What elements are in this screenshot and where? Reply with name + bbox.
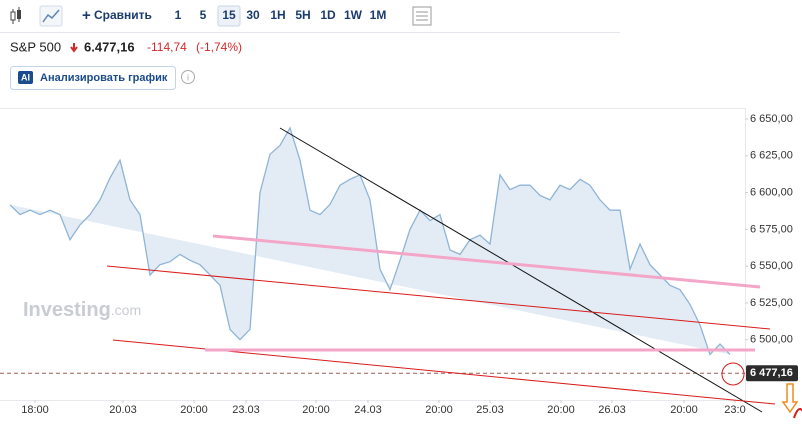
x-tick-label: 23:0 [724,404,745,416]
x-tick-label: 23.03 [232,404,260,416]
watermark: Investing.com [23,299,141,321]
x-tick-label: 20:00 [670,404,698,416]
circle-drawing[interactable] [793,408,802,419]
y-tick-label: 6 525,00 [750,297,793,309]
interval-button[interactable]: 5 [200,8,207,22]
trend-line[interactable] [279,127,763,413]
drawings [106,127,802,419]
info-icon[interactable]: i [181,70,195,84]
y-tick-label: 6 650,00 [750,113,793,125]
last-price-label: 6 477,16 [750,367,793,379]
interval-button[interactable]: 15 [222,8,236,22]
arrow-drawing[interactable] [781,383,799,414]
trend-line[interactable] [212,234,761,289]
interval-button[interactable]: 1W [344,8,363,22]
area-fill [10,127,730,355]
down-arrow [70,43,78,53]
x-tick-label: 20:00 [302,404,330,416]
table-button[interactable] [412,6,432,26]
plus-icon: + [82,7,91,24]
instrument-name: S&P 500 [10,39,61,54]
x-tick-label: 20:00 [425,404,453,416]
interval-button[interactable]: 1D [320,8,336,22]
ai-badge: AI [21,72,30,82]
candles-button[interactable] [10,7,21,24]
watermark-brand: Investing [23,299,111,321]
y-tick-label: 6 625,00 [750,150,793,162]
watermark-suffix: .com [111,302,141,318]
x-tick-label: 20:00 [180,404,208,416]
interval-button[interactable]: 30 [246,8,260,22]
selected-interval-bg [217,5,241,27]
x-tick-label: 18:00 [21,404,49,416]
y-tick-label: 6 575,00 [750,223,793,235]
toolbar: + Сравнить 1 5 15 30 1H 5H 1D 1W 1M [0,5,620,33]
ai-label: Анализировать график [40,72,168,84]
ai-button[interactable]: AI Анализировать график [10,66,176,90]
trend-line[interactable] [106,265,771,330]
y-tick-label: 6 500,00 [750,334,793,346]
plot-area: Investing.com 6 650,00 6 625,00 6 600,00 6 5… [0,113,798,416]
area-button[interactable] [39,5,63,27]
interval-button[interactable]: 1H [270,8,285,22]
svg-text:i: i [187,72,189,82]
compare-button[interactable]: Сравнить [94,8,152,22]
y-tick-label: 6 550,00 [750,260,793,272]
last-price-box [746,365,798,382]
interval-button[interactable]: 1M [370,8,387,22]
interval-button[interactable]: 5H [295,8,310,22]
quote-price: 6.477,16 [84,39,135,54]
x-tick-label: 24.03 [354,404,382,416]
price-line [9,126,731,356]
interval-group: 1 5 15 30 1H 5H 1D 1W 1M [175,5,387,27]
quote-change: -114,74 [147,40,187,54]
y-tick-label: 6 600,00 [750,186,793,198]
x-tick-label: 20.03 [109,404,137,416]
circle-drawing[interactable] [721,362,745,386]
x-tick-label: 26.03 [598,404,626,416]
interval-button[interactable]: 1 [175,8,182,22]
x-tick-label: 25.03 [476,404,504,416]
quote-change-percent: (-1,74%) [196,40,242,54]
x-tick-label: 20:00 [547,404,575,416]
